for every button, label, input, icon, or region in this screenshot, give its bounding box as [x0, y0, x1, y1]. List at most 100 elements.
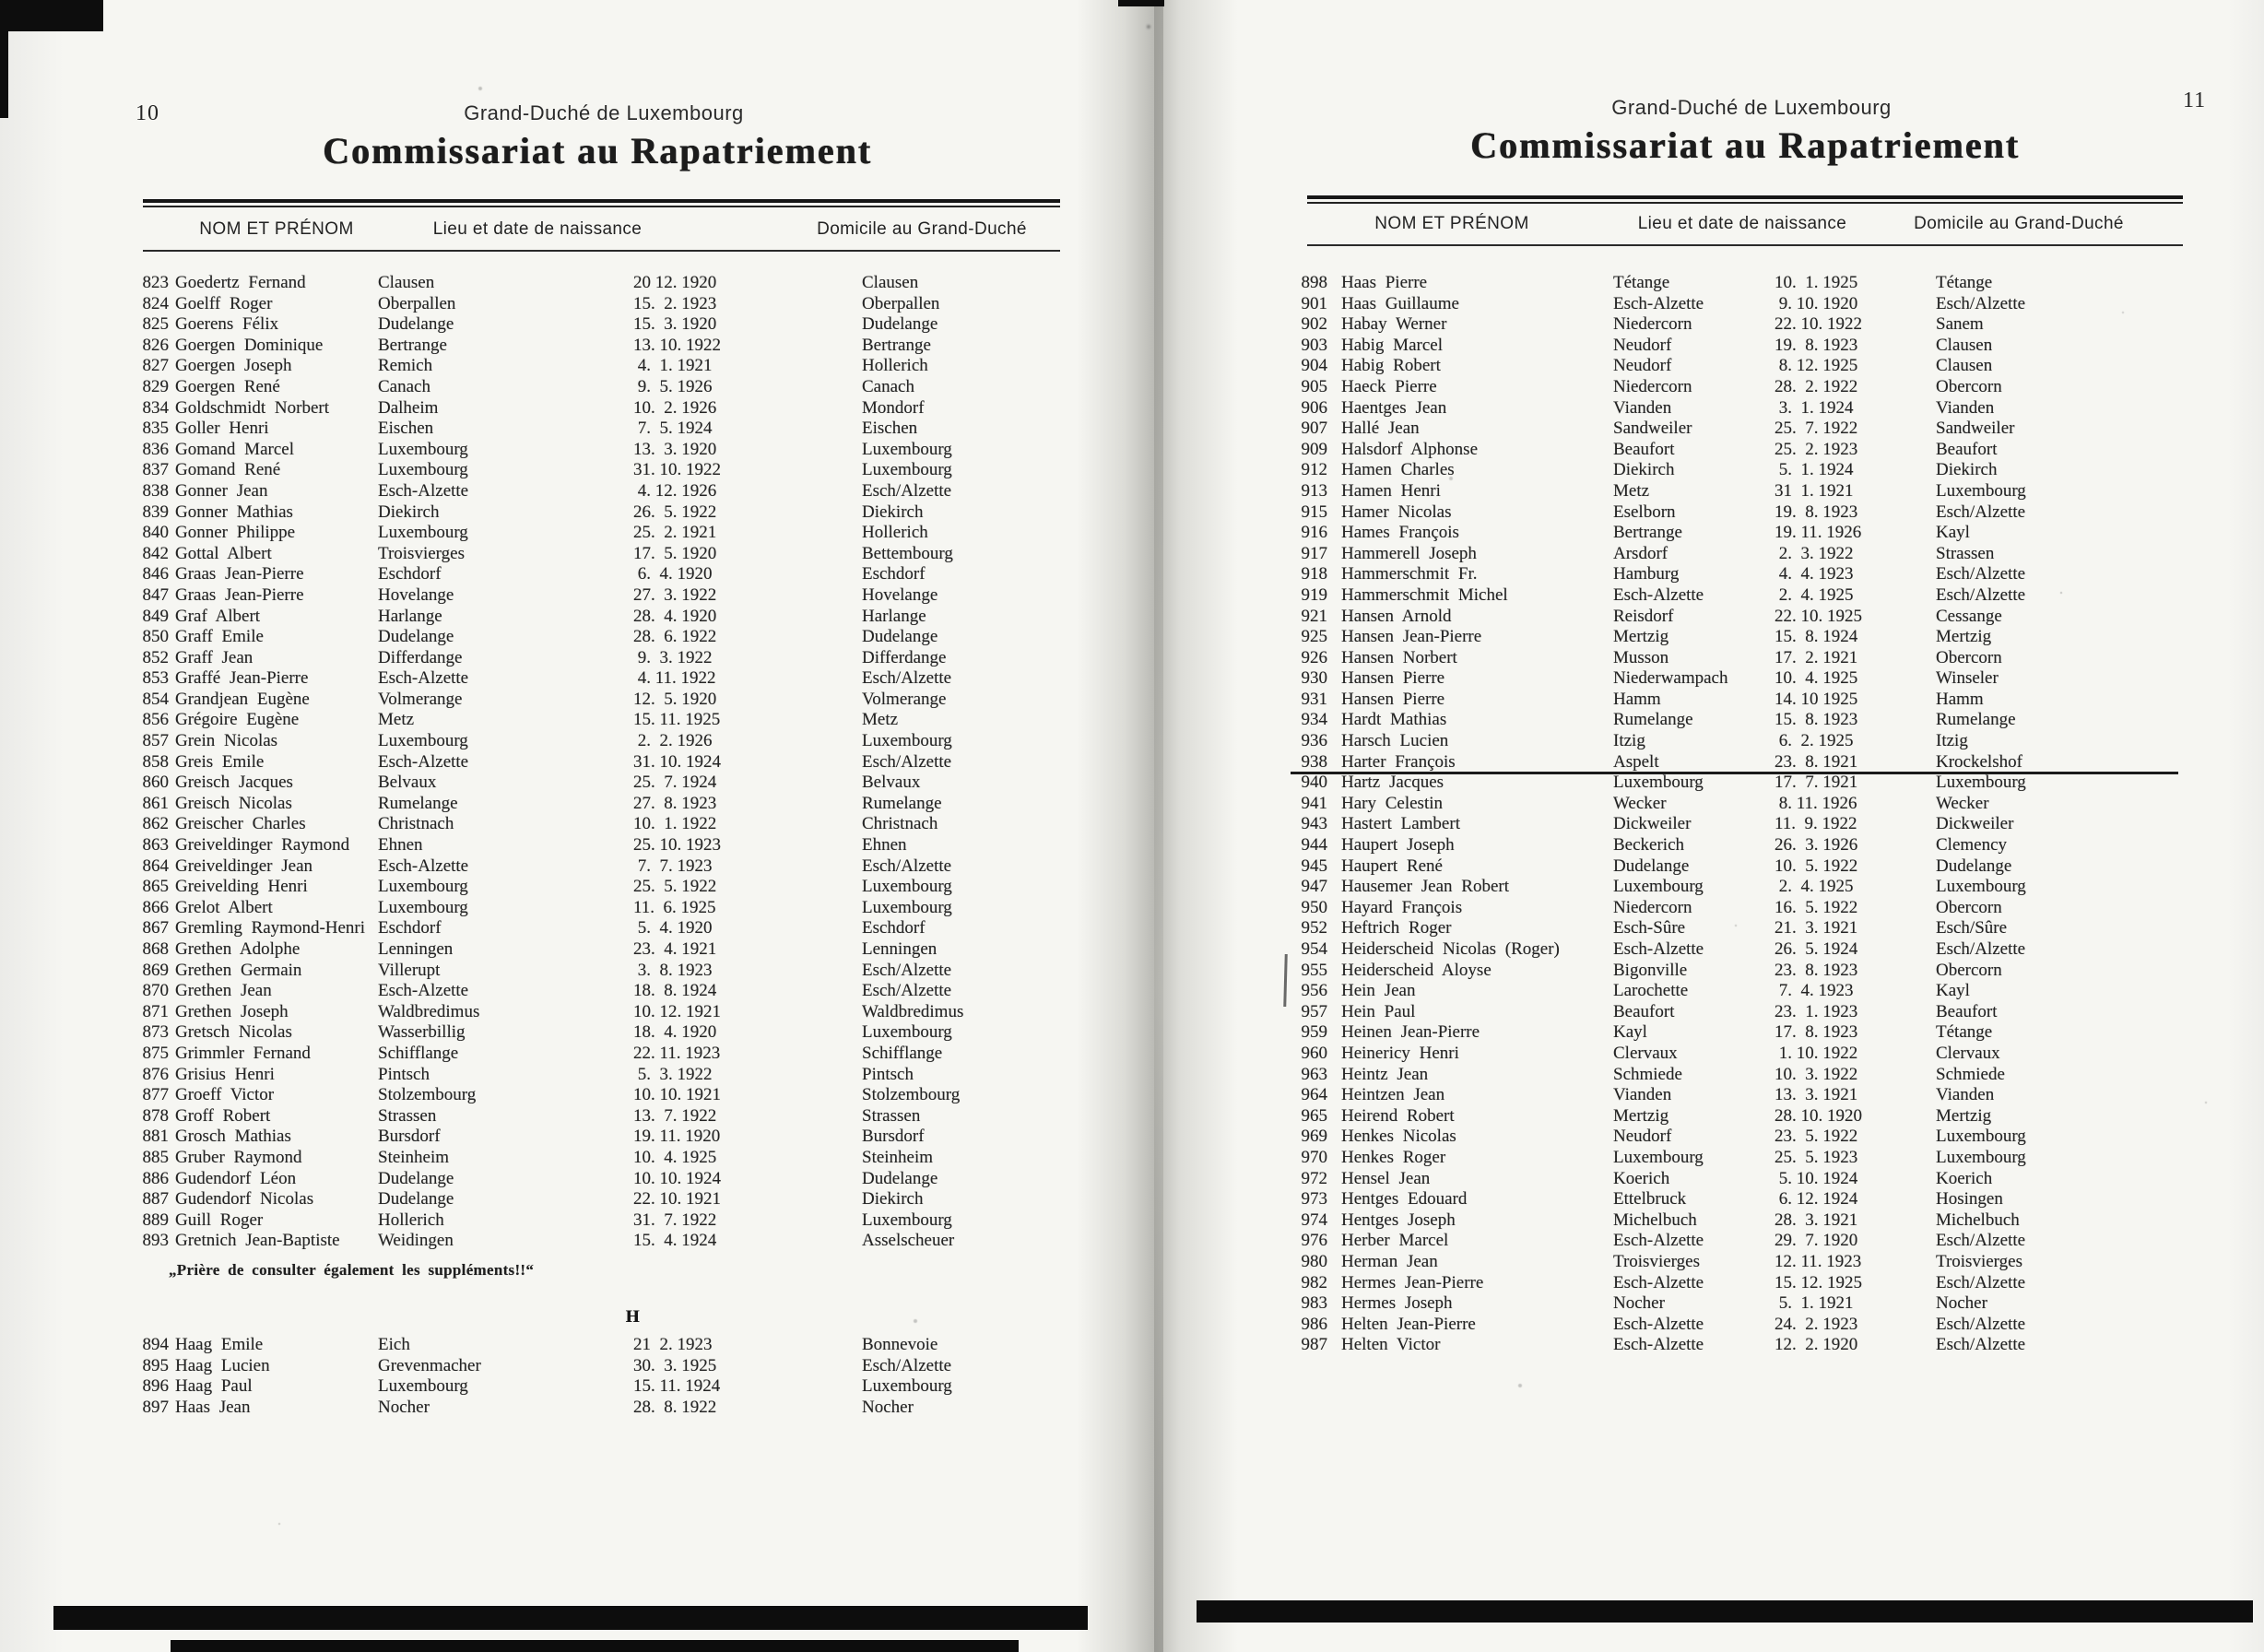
table-row: 857 Grein Nicolas Luxembourg 2. 2. 1926 Lux… — [0, 731, 1132, 752]
domicile: Vianden — [1936, 397, 1995, 418]
table-row: 970 Henkes Roger Luxembourg 25. 5. 1923 Luxe… — [1132, 1148, 2264, 1169]
domicile: Luxembourg — [862, 1376, 952, 1397]
person-name: Hentges Edouard — [1341, 1189, 1468, 1210]
table-row: 893 Gretnich Jean-Baptiste Weidingen 15. 4.… — [0, 1231, 1132, 1252]
birth-date: 29. 7. 1920 — [1775, 1231, 1858, 1251]
table-row: 916 Hames François Bertrange 19. 11. 1926 Ka… — [1132, 523, 2264, 544]
domicile: Harlange — [862, 606, 926, 626]
scan-ink-mark-gutter-top — [1118, 0, 1164, 6]
domicile: Oberpallen — [862, 293, 940, 313]
row-number: 857 — [142, 731, 170, 751]
person-name: Gottal Albert — [175, 543, 272, 563]
domicile: Luxembourg — [862, 731, 952, 751]
row-number: 941 — [1301, 793, 1328, 813]
domicile: Metz — [862, 710, 899, 730]
book-gutter-fold-line — [1154, 0, 1163, 1652]
birth-date: 5. 10. 1924 — [1775, 1168, 1858, 1188]
row-number: 858 — [142, 751, 170, 772]
person-name: Henkes Nicolas — [1341, 1127, 1456, 1147]
table-row: 873 Gretsch Nicolas Wasserbillig 18. 4. 192… — [0, 1022, 1132, 1044]
birth-date: 31 1. 1921 — [1775, 480, 1854, 501]
birth-date: 30. 3. 1925 — [633, 1355, 717, 1375]
table-row: 836 Gomand Marcel Luxembourg 13. 3. 1920 Lux… — [0, 440, 1132, 461]
row-number: 863 — [142, 835, 170, 856]
birth-place: Eich — [378, 1335, 410, 1354]
row-number: 894 — [142, 1335, 170, 1354]
table-row: 881 Grosch Mathias Bursdorf 19. 11. 1920 Bur… — [0, 1127, 1132, 1148]
person-name: Helten Jean-Pierre — [1341, 1314, 1476, 1334]
person-name: Gonner Jean — [175, 480, 268, 501]
row-number: 826 — [142, 335, 170, 355]
birth-place: Steinheim — [378, 1147, 450, 1167]
row-number: 901 — [1301, 293, 1328, 313]
table-row: 901 Haas Guillaume Esch-Alzette 9. 10. 192… — [1132, 294, 2264, 315]
person-name: Graff Jean — [175, 647, 254, 667]
domicile: Sandweiler — [1936, 419, 2015, 439]
row-number: 959 — [1301, 1022, 1328, 1043]
birth-date: 2. 3. 1922 — [1775, 543, 1854, 563]
birth-date: 2. 2. 1926 — [633, 731, 713, 751]
birth-date: 25. 10. 1923 — [633, 835, 721, 856]
birth-place: Niedercorn — [1613, 314, 1692, 335]
table-row: 854 Grandjean Eugène Volmerange 12. 5. 1920… — [0, 690, 1132, 711]
person-name: Hammerell Joseph — [1341, 543, 1477, 563]
table-row: 839 Gonner Mathias Diekirch 26. 5. 1922 Diek… — [0, 502, 1132, 524]
row-number: 918 — [1301, 564, 1328, 584]
domicile: Bertrange — [862, 335, 931, 355]
person-name: Hartz Jacques — [1341, 773, 1444, 793]
row-number: 940 — [1301, 773, 1328, 793]
birth-date: 10. 4. 1925 — [633, 1147, 717, 1167]
birth-place: Michelbuch — [1613, 1210, 1697, 1230]
birth-place: Dudelange — [378, 1189, 454, 1210]
person-name: Grelot Albert — [175, 897, 273, 917]
birth-date: 10. 10. 1921 — [633, 1085, 721, 1105]
person-name: Hallé Jean — [1341, 419, 1420, 439]
domicile: Volmerange — [862, 689, 947, 709]
domicile: Strassen — [1936, 543, 1995, 563]
person-name: Gudendorf Nicolas — [175, 1189, 314, 1210]
domicile: Differdange — [862, 647, 947, 667]
person-name: Heinericy Henri — [1341, 1043, 1459, 1063]
table-row: 858 Greis Emile Esch-Alzette 31. 10. 1924 Es… — [0, 752, 1132, 773]
birth-date: 10. 3. 1922 — [1775, 1064, 1858, 1084]
table-row: 974 Hentges Joseph Michelbuch 28. 3. 1921 Mi… — [1132, 1210, 2264, 1232]
scan-ink-bar-bottom-left-2 — [171, 1640, 1019, 1652]
domicile: Canach — [862, 376, 914, 396]
row-number: 903 — [1301, 335, 1328, 355]
table-row: 852 Graff Jean Differdange 9. 3. 1922 Diffe… — [0, 648, 1132, 669]
birth-date: 10. 10. 1924 — [633, 1168, 721, 1188]
domicile: Esch/Alzette — [862, 981, 952, 1001]
column-header-birth-right: Lieu et date de naissance — [1637, 214, 1847, 233]
birth-date: 21. 3. 1921 — [1775, 918, 1858, 938]
domicile: Esch/Sûre — [1936, 918, 2008, 938]
table-row: 917 Hammerell Joseph Arsdorf 2. 3. 1922 Str… — [1132, 544, 2264, 565]
birth-date: 20 12. 1920 — [633, 273, 717, 292]
table-row: 907 Hallé Jean Sandweiler 25. 7. 1922 Sandwe… — [1132, 419, 2264, 440]
domicile: Nocher — [1936, 1293, 1987, 1314]
birth-date: 23. 8. 1921 — [1775, 751, 1858, 772]
table-row: 956 Hein Jean Larochette 7. 4. 1923 Kayl — [1132, 981, 2264, 1002]
row-number: 893 — [142, 1231, 170, 1251]
person-name: Hensel Jean — [1341, 1168, 1431, 1188]
table-row: 960 Heinericy Henri Clervaux 1. 10. 1922 Cl… — [1132, 1044, 2264, 1065]
birth-date: 21 2. 1923 — [633, 1335, 713, 1354]
birth-place: Itzig — [1613, 731, 1645, 751]
table-row: 906 Haentges Jean Vianden 3. 1. 1924 Viande… — [1132, 398, 2264, 419]
row-number: 945 — [1301, 856, 1328, 876]
table-row: 913 Hamen Henri Metz 31 1. 1921 Luxembourg — [1132, 481, 2264, 502]
scan-ink-bar-bottom-right — [1197, 1600, 2253, 1622]
domicile: Krockelshof — [1936, 751, 2022, 772]
birth-date: 17. 8. 1923 — [1775, 1022, 1858, 1043]
row-number: 873 — [142, 1022, 170, 1043]
birth-place: Neudorf — [1613, 1127, 1672, 1147]
person-name: Hansen Pierre — [1341, 689, 1445, 709]
birth-place: Belvaux — [378, 773, 437, 793]
table-row: 947 Hausemer Jean Robert Luxembourg 2. 4. … — [1132, 877, 2264, 898]
person-name: Goerens Félix — [175, 314, 279, 335]
birth-date: 26. 3. 1926 — [1775, 835, 1858, 856]
domicile: Beaufort — [1936, 439, 1998, 459]
row-number: 864 — [142, 856, 170, 876]
column-header-name-right: NOM ET PRÉNOM — [1374, 214, 1529, 233]
birth-date: 28. 4. 1920 — [633, 606, 717, 626]
birth-date: 28. 8. 1922 — [633, 1397, 717, 1417]
